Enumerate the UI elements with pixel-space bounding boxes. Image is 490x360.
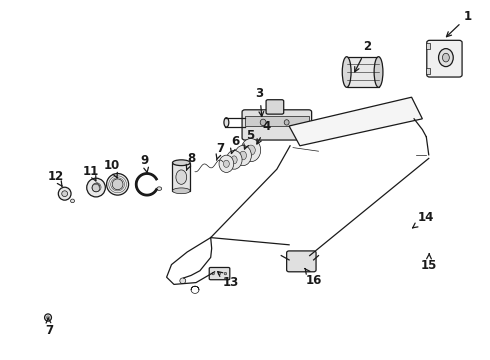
Ellipse shape: [231, 156, 237, 164]
Text: 4: 4: [257, 120, 271, 144]
Text: 1: 1: [446, 10, 472, 37]
FancyBboxPatch shape: [266, 100, 284, 114]
Polygon shape: [289, 97, 422, 146]
Ellipse shape: [87, 178, 105, 197]
Text: 15: 15: [420, 253, 437, 272]
Ellipse shape: [219, 155, 234, 172]
Text: 5: 5: [244, 129, 254, 149]
FancyBboxPatch shape: [209, 267, 230, 280]
Ellipse shape: [226, 150, 242, 169]
Text: 6: 6: [231, 135, 239, 153]
Text: 3: 3: [256, 87, 264, 116]
Ellipse shape: [176, 170, 187, 184]
Text: 11: 11: [82, 165, 99, 181]
Text: 9: 9: [141, 154, 148, 172]
Bar: [245, 116, 309, 126]
Ellipse shape: [223, 160, 229, 167]
Ellipse shape: [71, 199, 74, 203]
Ellipse shape: [112, 179, 123, 190]
Bar: [347, 57, 378, 87]
Text: 16: 16: [305, 269, 322, 287]
Ellipse shape: [45, 314, 51, 321]
FancyBboxPatch shape: [426, 68, 430, 74]
Ellipse shape: [235, 145, 251, 166]
Ellipse shape: [439, 49, 453, 67]
Ellipse shape: [246, 145, 255, 155]
Ellipse shape: [106, 174, 128, 195]
Ellipse shape: [92, 183, 100, 192]
Ellipse shape: [180, 278, 186, 284]
Text: 14: 14: [413, 211, 435, 228]
Ellipse shape: [47, 316, 49, 319]
Ellipse shape: [442, 53, 449, 62]
Text: 10: 10: [103, 159, 120, 178]
Ellipse shape: [240, 151, 246, 160]
Text: 2: 2: [355, 40, 371, 72]
Ellipse shape: [224, 273, 226, 275]
Ellipse shape: [172, 160, 190, 166]
FancyBboxPatch shape: [242, 110, 312, 140]
Ellipse shape: [58, 187, 71, 200]
Ellipse shape: [172, 188, 190, 194]
Text: 13: 13: [218, 271, 240, 289]
Ellipse shape: [260, 119, 266, 126]
FancyBboxPatch shape: [426, 43, 430, 49]
Ellipse shape: [224, 118, 229, 127]
FancyBboxPatch shape: [287, 251, 316, 272]
Ellipse shape: [284, 120, 289, 125]
Text: 8: 8: [186, 152, 195, 170]
Text: 7: 7: [45, 318, 53, 337]
Ellipse shape: [241, 139, 261, 162]
Text: 12: 12: [47, 170, 64, 186]
Bar: [172, 163, 190, 191]
Ellipse shape: [157, 187, 162, 190]
Ellipse shape: [62, 191, 68, 197]
Text: 7: 7: [216, 142, 224, 160]
Ellipse shape: [212, 273, 215, 275]
Ellipse shape: [374, 57, 383, 87]
Ellipse shape: [218, 273, 220, 275]
FancyBboxPatch shape: [427, 40, 462, 77]
Ellipse shape: [342, 57, 351, 87]
